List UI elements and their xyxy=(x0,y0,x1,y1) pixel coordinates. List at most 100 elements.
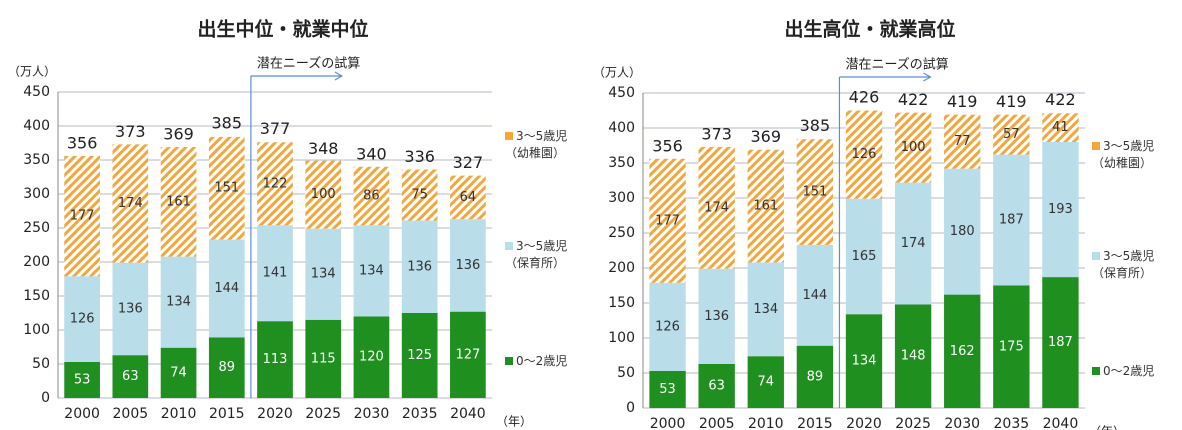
x-tick-label: 2025 xyxy=(305,406,341,422)
y-tick-label: 50 xyxy=(617,365,635,381)
bar-segment xyxy=(112,355,149,398)
bar-segment xyxy=(160,147,197,257)
legend-label: 0～2歳児 xyxy=(516,354,568,368)
x-tick-label: 2010 xyxy=(748,416,784,430)
data-label: 134 xyxy=(359,263,384,278)
bar-segment xyxy=(353,225,390,317)
data-label: 141 xyxy=(263,266,288,281)
bar-segment xyxy=(64,361,100,398)
y-tick-label: 100 xyxy=(608,330,635,346)
chart-title: 出生中位・就業中位 xyxy=(197,18,368,41)
bar-segment xyxy=(450,175,486,220)
legend-swatch xyxy=(505,242,513,250)
bar-segment xyxy=(698,268,735,364)
bar-segment xyxy=(796,244,834,346)
legend-entry: 3～5歳児（保育所） xyxy=(1092,248,1166,282)
data-label: 53 xyxy=(659,382,676,397)
x-tick-label: 2020 xyxy=(257,406,293,422)
y-tick-label: 450 xyxy=(608,85,635,101)
legend-label: 3～5歳児（保育所） xyxy=(1092,249,1155,280)
total-label: 419 xyxy=(996,92,1027,111)
data-label: 86 xyxy=(363,189,380,204)
y-tick-label: 250 xyxy=(608,225,635,241)
data-label: 136 xyxy=(407,259,432,274)
x-tick-label: 2005 xyxy=(113,406,149,422)
bar-segment xyxy=(257,321,293,398)
bar-segment xyxy=(944,168,981,295)
bar-segment xyxy=(698,363,735,408)
bar-segment xyxy=(1042,113,1079,142)
x-tick-label: 2030 xyxy=(354,406,390,422)
bar-segment xyxy=(160,347,197,398)
bar-segment xyxy=(993,154,1030,286)
data-label: 134 xyxy=(311,267,336,282)
x-tick-label: 2025 xyxy=(895,416,931,430)
data-label: 126 xyxy=(852,147,877,162)
annotation: 潜在ニーズの試算 xyxy=(845,57,948,73)
data-label: 100 xyxy=(311,187,336,202)
bar-segment xyxy=(208,136,245,240)
legend-label: 3～5歳児（幼稚園） xyxy=(505,129,568,160)
data-label: 63 xyxy=(708,378,725,393)
data-label: 63 xyxy=(122,369,139,384)
total-label: 348 xyxy=(308,139,339,158)
data-label: 74 xyxy=(758,375,775,390)
total-label: 356 xyxy=(652,136,683,155)
data-label: 187 xyxy=(1048,335,1073,350)
bar-segment xyxy=(894,304,932,408)
x-tick-label: 2005 xyxy=(699,416,735,430)
data-label: 136 xyxy=(455,258,480,273)
bar-segment xyxy=(450,311,486,398)
total-label: 377 xyxy=(260,119,291,138)
bar-segment xyxy=(305,319,342,398)
y-tick-label: 50 xyxy=(32,356,50,372)
data-label: 120 xyxy=(359,350,384,365)
data-label: 75 xyxy=(411,188,428,203)
y-tick-label: 0 xyxy=(41,390,50,406)
bar-segment xyxy=(649,282,686,371)
y-tick-label: 200 xyxy=(23,254,50,270)
data-label: 151 xyxy=(802,185,827,200)
data-label: 193 xyxy=(1048,202,1073,217)
bar-segment xyxy=(944,294,981,408)
total-label: 373 xyxy=(701,124,732,143)
bar-segment xyxy=(1042,277,1079,408)
bar-segment xyxy=(160,256,197,348)
bar-segment xyxy=(64,155,100,277)
data-label: 148 xyxy=(901,349,926,364)
data-label: 187 xyxy=(999,213,1024,228)
bar-segment xyxy=(845,314,883,408)
bar-segment xyxy=(894,112,932,183)
bar-segment xyxy=(649,370,686,408)
bar-segment xyxy=(353,166,390,226)
total-label: 385 xyxy=(800,116,831,135)
data-label: 77 xyxy=(954,134,971,149)
chart-title: 出生高位・就業高位 xyxy=(784,18,955,41)
legend-swatch xyxy=(505,357,513,365)
bar-segment xyxy=(257,225,293,322)
data-label: 165 xyxy=(852,249,877,264)
data-label: 113 xyxy=(263,352,288,367)
bar-segment xyxy=(845,198,883,315)
bar-segment xyxy=(401,313,438,398)
data-label: 136 xyxy=(704,309,729,324)
data-label: 162 xyxy=(950,344,975,359)
data-label: 125 xyxy=(407,348,432,363)
data-label: 136 xyxy=(118,301,143,316)
y-tick-label: 0 xyxy=(626,400,635,416)
bar-segment xyxy=(796,139,834,245)
data-label: 144 xyxy=(802,288,827,303)
data-label: 177 xyxy=(655,213,680,228)
bar-segment xyxy=(208,239,245,338)
legend-entry: 0～2歳児 xyxy=(505,353,579,370)
bar-segment xyxy=(401,169,438,221)
total-label: 369 xyxy=(751,127,782,146)
bar-segment xyxy=(747,262,784,357)
y-tick-label: 100 xyxy=(23,322,50,338)
bar-segment xyxy=(993,114,1030,155)
y-tick-label: 450 xyxy=(23,84,50,100)
y-tick-label: 300 xyxy=(608,190,635,206)
bar-segment xyxy=(257,142,293,226)
bar-segment xyxy=(698,146,735,269)
bar-segment xyxy=(845,110,883,199)
